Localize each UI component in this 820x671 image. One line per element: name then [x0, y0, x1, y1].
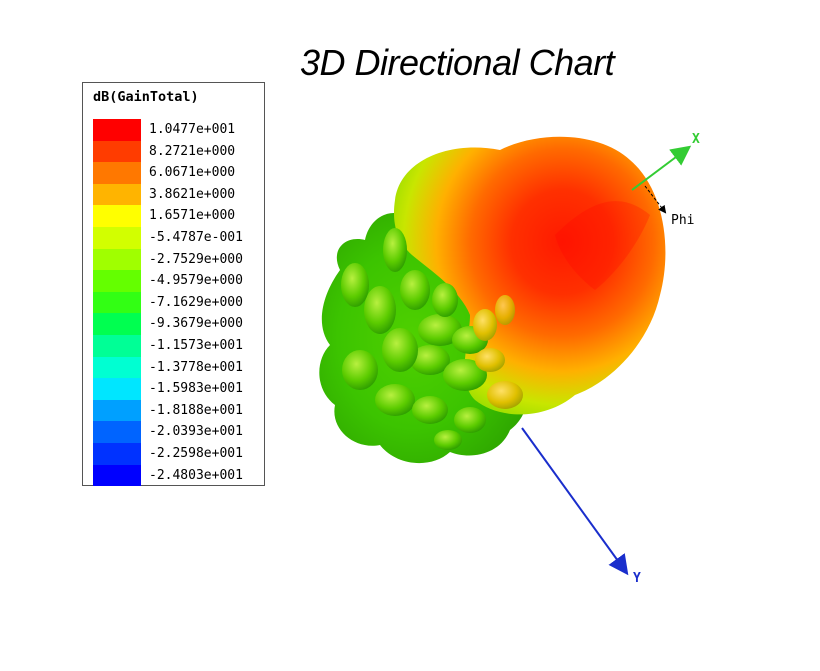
colorbar-entry: -2.7529e+000	[93, 248, 263, 271]
colorbar-value: 3.8621e+000	[149, 186, 236, 202]
colorbar-swatch	[93, 335, 141, 357]
colorbar-swatch	[93, 443, 141, 465]
colorbar-entry: 1.6571e+000	[93, 205, 263, 227]
colorbar-swatch	[93, 205, 141, 227]
colorbar-entry: -2.2598e+001	[93, 443, 263, 465]
x-axis-label: X	[692, 132, 700, 147]
colorbar-value: 6.0671e+000	[149, 165, 236, 181]
colorbar-swatch	[93, 313, 141, 335]
colorbar-entry: -9.3679e+000	[93, 313, 263, 335]
colorbar-value: -4.9579e+000	[149, 273, 243, 289]
colorbar-entry: -7.1629e+000	[93, 291, 263, 314]
y-axis-label: Y	[633, 571, 641, 586]
colorbar-legend: dB(GainTotal) 1.0477e+001 8.2721e+000 6.06…	[82, 82, 265, 487]
colorbar-swatch	[93, 270, 141, 292]
colorbar-swatch	[93, 248, 141, 271]
colorbar-value: -2.2598e+001	[149, 446, 243, 461]
main-lobe	[393, 136, 666, 415]
colorbar-entry: -1.5983e+001	[93, 378, 263, 400]
colorbar-entry: -1.8188e+001	[93, 399, 263, 422]
side-lobe-bumps	[341, 228, 523, 450]
colorbar-swatch	[93, 464, 141, 487]
colorbar-value: 1.0477e+001	[149, 122, 236, 137]
colorbar-value: -9.3679e+000	[149, 316, 243, 332]
colorbar-entry: 8.2721e+000	[93, 140, 263, 163]
colorbar-entry: -5.4787e-001	[93, 227, 263, 249]
colorbar-entry: 3.8621e+000	[93, 183, 263, 206]
colorbar-entry: 6.0671e+000	[93, 162, 263, 184]
colorbar-entry: -1.3778e+001	[93, 356, 263, 379]
colorbar-entry: -1.1573e+001	[93, 335, 263, 357]
main-lobe-shading	[555, 201, 650, 290]
colorbar-value: -1.3778e+001	[149, 359, 243, 375]
colorbar-swatch	[93, 399, 141, 422]
chart-title: 3D Directional Chart	[300, 42, 615, 83]
colorbar-swatch	[93, 119, 141, 141]
phi-axis-label: Phi	[671, 213, 694, 228]
colorbar-value: -2.0393e+001	[149, 424, 243, 440]
colorbar-entry: -4.9579e+000	[93, 270, 263, 292]
colorbar-swatch	[93, 356, 141, 379]
colorbar-value: -1.8188e+001	[149, 402, 243, 418]
x-axis-arrow	[631, 145, 692, 191]
colorbar-swatch	[93, 378, 141, 400]
colorbar-value: -1.5983e+001	[149, 381, 243, 397]
colorbar-value: -2.4803e+001	[149, 467, 243, 483]
colorbar-value: 1.6571e+000	[149, 208, 236, 224]
colorbar-entry: 1.0477e+001	[93, 119, 263, 141]
phi-axis-arrow	[644, 185, 667, 214]
colorbar-swatch	[93, 421, 141, 443]
colorbar-swatch	[93, 227, 141, 249]
colorbar-value: -1.1573e+001	[149, 338, 243, 353]
colorbar-value: 8.2721e+000	[149, 143, 236, 159]
y-axis-arrow	[521, 427, 629, 576]
axes: X Phi Y	[521, 132, 700, 586]
colorbar-value: -5.4787e-001	[149, 230, 243, 245]
colorbar-entry: -2.4803e+001	[93, 464, 263, 487]
colorbar-swatch	[93, 140, 141, 163]
colorbar-swatch	[93, 291, 141, 314]
colorbar-swatch	[93, 162, 141, 184]
colorbar-value: -7.1629e+000	[149, 294, 243, 310]
colorbar-swatch	[93, 183, 141, 206]
colorbar-entry: -2.0393e+001	[93, 421, 263, 443]
colorbar-title: dB(GainTotal)	[93, 89, 199, 105]
colorbar-value: -2.7529e+000	[149, 251, 243, 267]
